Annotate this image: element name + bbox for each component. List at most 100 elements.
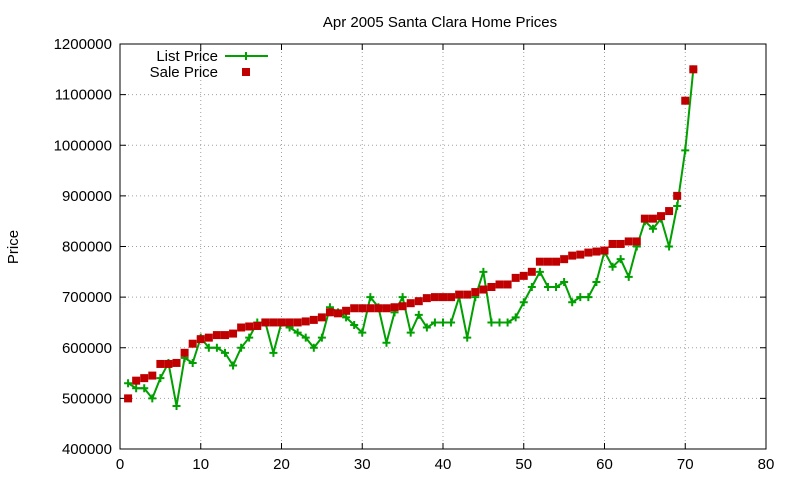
sale-price-point — [253, 321, 262, 330]
x-tick-label: 40 — [435, 456, 452, 473]
sale-price-point — [414, 297, 423, 306]
plot-frame — [119, 43, 767, 450]
list-price-point — [560, 277, 569, 286]
list-price-point — [608, 262, 617, 271]
sale-price-point — [358, 304, 367, 313]
sale-price-point — [479, 285, 488, 294]
sale-price-point — [584, 248, 593, 257]
list-price-point — [463, 333, 472, 342]
list-price-point — [229, 361, 238, 370]
sale-price-point — [124, 394, 133, 403]
list-price-point — [673, 202, 682, 210]
sale-price-point — [196, 335, 205, 344]
x-tick-label: 50 — [515, 456, 532, 473]
sale-price-point — [535, 257, 544, 266]
sale-price-point — [229, 329, 238, 338]
sale-price-point — [600, 246, 609, 255]
sale-price-point — [398, 302, 407, 311]
sale-price-point — [285, 318, 294, 327]
sale-price-point — [681, 96, 690, 105]
legend-marker-list-price — [242, 52, 250, 60]
sale-price-point — [487, 283, 496, 291]
y-tick-label: 400000 — [62, 441, 112, 458]
list-price-point — [269, 348, 278, 357]
sale-price-point — [608, 239, 617, 248]
list-price-point — [511, 313, 520, 322]
list-price-point — [212, 343, 221, 352]
sale-price-point — [665, 207, 674, 216]
sale-price-point — [342, 306, 351, 315]
list-price-point — [132, 384, 141, 393]
sale-price-point — [455, 290, 464, 299]
sale-price-point — [406, 299, 415, 308]
sale-price-point — [350, 304, 359, 313]
sale-price-point — [552, 257, 561, 266]
sale-price-point — [237, 323, 246, 332]
list-price-point — [568, 298, 577, 307]
list-price-point — [430, 318, 439, 327]
sale-price-point — [422, 294, 431, 303]
sale-price-point — [261, 318, 270, 327]
y-tick-label: 600000 — [62, 340, 112, 357]
sale-price-point — [616, 239, 625, 248]
sale-price-point — [592, 247, 601, 256]
sale-price-point — [430, 293, 439, 302]
sale-price-point — [463, 290, 472, 299]
sale-price-point — [164, 359, 173, 368]
legend-marker-sale-price — [242, 68, 250, 76]
sale-price-point — [374, 304, 383, 313]
sale-price-point — [204, 333, 213, 342]
x-tick-label: 20 — [273, 456, 290, 473]
sale-price-point — [390, 303, 399, 312]
list-price-point — [519, 298, 528, 307]
sale-price-point — [140, 374, 149, 383]
sale-price-point — [568, 251, 577, 260]
y-tick-label: 1200000 — [54, 36, 112, 53]
list-price-point — [398, 293, 407, 302]
list-price-point — [592, 277, 601, 286]
y-tick-label: 700000 — [62, 289, 112, 306]
sale-price-point — [188, 339, 197, 348]
list-price-point — [148, 394, 157, 403]
sale-price-point — [576, 250, 585, 259]
sale-price-point — [495, 280, 504, 289]
x-tick-label: 70 — [677, 456, 694, 473]
list-price-point — [350, 320, 359, 329]
sale-price-point — [245, 322, 254, 331]
list-price-point — [665, 242, 674, 251]
sale-price-point — [519, 271, 528, 280]
list-price-point — [406, 328, 415, 337]
list-price-point — [366, 293, 375, 302]
list-price-point — [301, 333, 310, 342]
x-tick-label: 0 — [116, 456, 124, 473]
list-price-point — [495, 318, 504, 327]
x-tick-label: 30 — [354, 456, 371, 473]
sale-price-point — [317, 313, 326, 322]
sale-price-point — [624, 237, 633, 246]
list-price-point — [156, 374, 165, 383]
list-price-point — [503, 318, 512, 327]
sale-price-point — [132, 376, 141, 385]
sale-price-point — [325, 308, 334, 317]
sale-price-point — [503, 280, 512, 289]
sale-price-point — [220, 331, 229, 340]
list-price-point — [624, 272, 633, 281]
legend-label-sale-price: Sale Price — [150, 64, 218, 81]
y-tick-label: 800000 — [62, 239, 112, 256]
list-price-point — [447, 318, 456, 327]
list-price-point — [527, 283, 536, 291]
list-price-point — [543, 283, 552, 291]
sale-price-point — [689, 65, 698, 74]
sale-price-point — [212, 331, 221, 340]
sale-price-point — [439, 293, 447, 302]
sale-price-point — [269, 318, 278, 327]
y-axis-label: Price — [5, 230, 22, 264]
list-price-point — [552, 283, 561, 291]
sale-price-point — [334, 309, 343, 318]
series-group — [124, 65, 698, 410]
list-price-point — [414, 310, 423, 319]
list-price-point — [479, 267, 488, 276]
x-tick-label: 80 — [758, 456, 775, 473]
